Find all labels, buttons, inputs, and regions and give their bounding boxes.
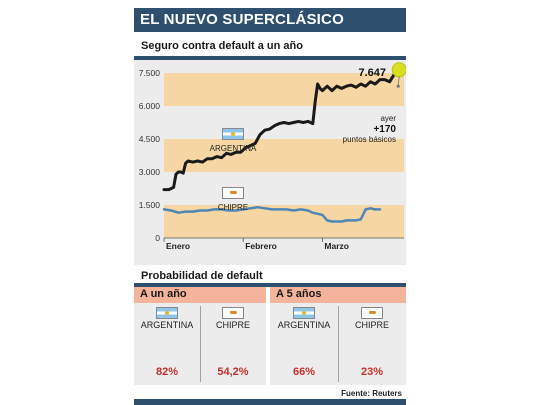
pie-value-label: 54,2% <box>217 366 249 378</box>
pane-divider <box>338 306 339 382</box>
x-tick-label: Enero <box>166 241 190 251</box>
argentina-flag-icon <box>293 307 315 319</box>
x-tick-label: Marzo <box>324 241 349 251</box>
pane-divider <box>200 306 201 382</box>
annotation-text: +170 <box>373 124 396 135</box>
pie-label: ARGENTINA <box>277 320 331 330</box>
pie-label: ARGENTINA <box>140 320 194 330</box>
y-tick-label: 6.000 <box>139 101 161 111</box>
argentina-flag-icon <box>222 128 244 140</box>
chart-band <box>164 139 404 172</box>
pane-header-1y: A un año <box>134 287 266 303</box>
section-rule-2 <box>134 283 406 287</box>
chart-title: Seguro contra default a un año <box>141 40 303 52</box>
cyprus-flag-icon <box>222 187 244 199</box>
annotation-value: 7.647 <box>358 67 386 79</box>
pane-header-5y: A 5 años <box>270 287 406 303</box>
header-banner: EL NUEVO SUPERCLÁSICO <box>134 8 406 32</box>
pie-value-label: 82% <box>155 366 179 378</box>
source-note: Fuente: Reuters <box>341 389 402 398</box>
chart-band <box>164 73 404 106</box>
series-line-chipre <box>162 205 382 223</box>
pie-label: CHIPRE <box>215 320 250 330</box>
pie-label: CHIPRE <box>354 320 389 330</box>
series-label: ARGENTINA <box>210 144 257 153</box>
x-tick-label: Febrero <box>245 241 277 251</box>
footer-bar <box>134 399 406 405</box>
cyprus-flag-icon <box>222 307 244 319</box>
last-point-highlight <box>391 62 406 78</box>
pane-title-1y: A un año <box>140 288 187 300</box>
y-tick-label: 7.500 <box>139 68 161 78</box>
pie-section-title: Probabilidad de default <box>141 270 263 282</box>
y-tick-label: 3.000 <box>139 167 161 177</box>
argentina-flag-icon <box>156 307 178 319</box>
infographic: EL NUEVO SUPERCLÁSICO Seguro contra defa… <box>134 0 406 405</box>
pie-value-label: 23% <box>360 366 384 378</box>
y-tick-label: 0 <box>155 233 160 243</box>
series-line-argentina <box>162 68 401 192</box>
pane-title-5y: A 5 años <box>276 288 322 300</box>
y-tick-label: 4.500 <box>139 134 161 144</box>
series-label: CHIPRE <box>218 203 248 212</box>
annotation-text: ayer <box>380 114 396 123</box>
page-title: EL NUEVO SUPERCLÁSICO <box>140 11 344 28</box>
annotation-dot <box>396 84 400 88</box>
annotation-text: puntos básicos <box>343 135 396 144</box>
section-rule <box>134 56 406 60</box>
y-tick-label: 1.500 <box>139 200 161 210</box>
cyprus-flag-icon <box>361 307 383 319</box>
pie-value-label: 66% <box>292 366 316 378</box>
